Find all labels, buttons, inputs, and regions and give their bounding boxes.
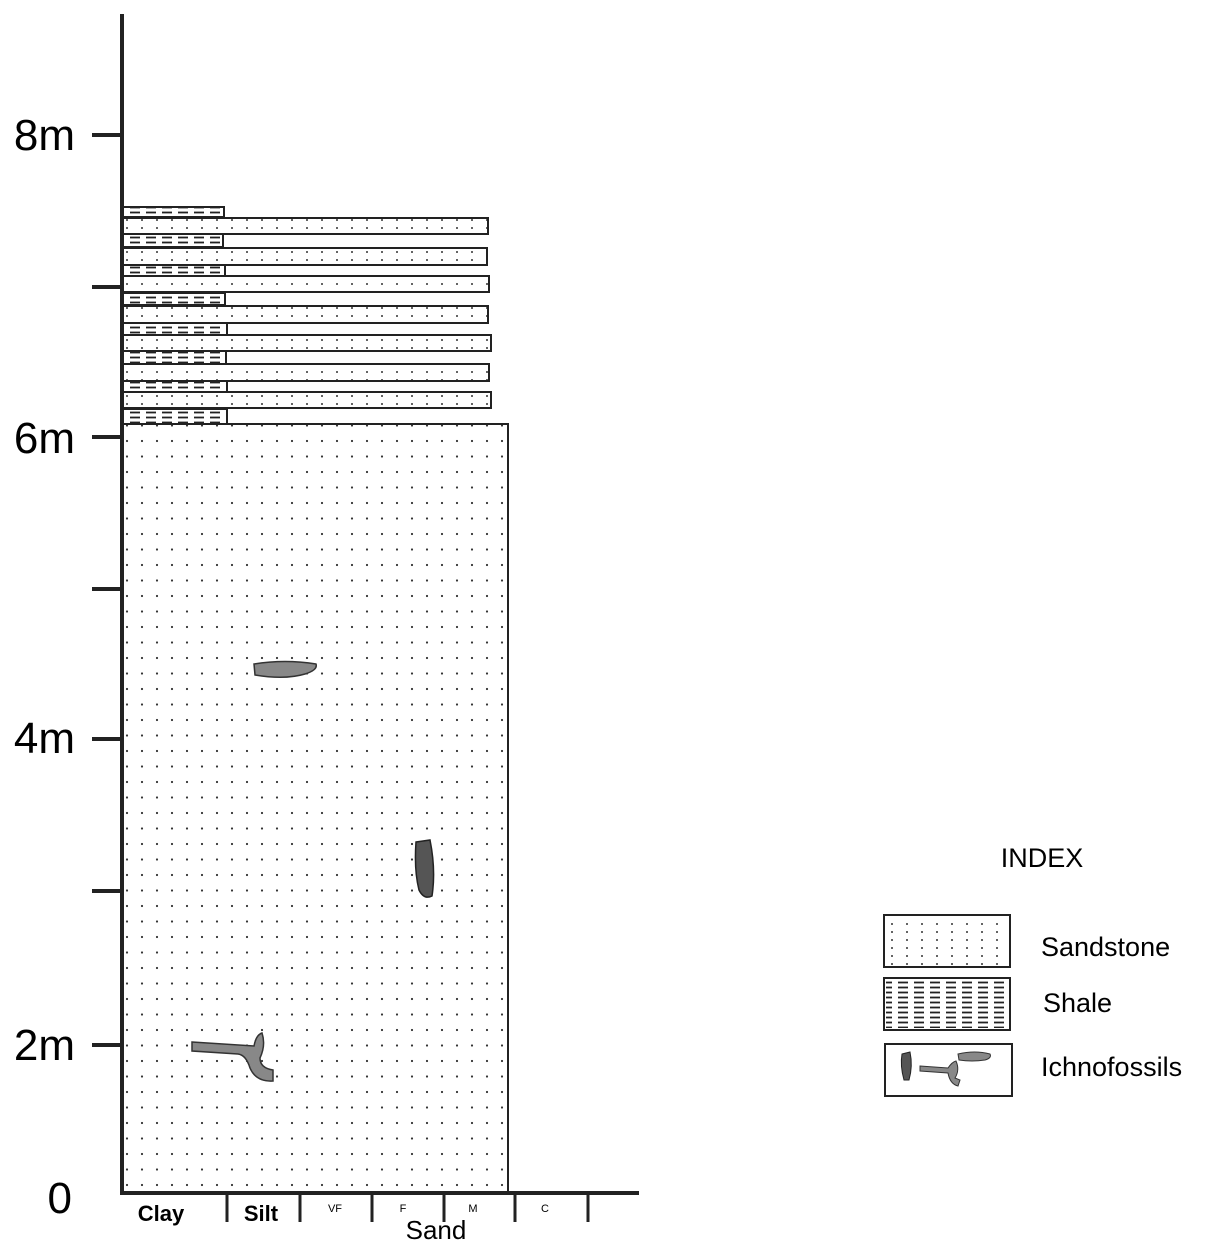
layer-pattern xyxy=(123,410,226,423)
layer-pattern xyxy=(123,266,224,275)
index-title: INDEX xyxy=(1001,843,1084,873)
ichnofossil xyxy=(415,840,433,897)
stratigraphic-log: 8m 6m 4m 2m 0 Clay Silt VF F M C Sand IN… xyxy=(0,0,1205,1243)
layer-pattern xyxy=(123,249,486,264)
layer-pattern xyxy=(123,393,490,407)
sandstone-pattern xyxy=(123,425,507,1192)
layer-pattern xyxy=(123,294,224,304)
grain-group-label: Sand xyxy=(406,1215,467,1243)
depth-label: 2m xyxy=(14,1021,75,1070)
layer-pattern xyxy=(123,336,490,350)
depth-label: 8m xyxy=(14,111,75,160)
legend-label: Shale xyxy=(1043,988,1112,1018)
layer-pattern xyxy=(123,219,487,233)
depth-label: 0 xyxy=(48,1174,72,1223)
layer-pattern xyxy=(123,235,222,246)
legend-pattern xyxy=(886,980,1008,1028)
depth-label: 4m xyxy=(14,714,75,763)
grain-label: Silt xyxy=(244,1201,279,1226)
layer-pattern xyxy=(123,277,488,291)
legend-ichnofossil xyxy=(958,1052,990,1061)
depth-label: 6m xyxy=(14,414,75,463)
legend-label: Ichnofossils xyxy=(1041,1052,1182,1082)
grain-label: M xyxy=(468,1203,477,1215)
legend-ichnofossil xyxy=(901,1052,911,1080)
legend-pattern xyxy=(886,917,1008,965)
layer-pattern xyxy=(123,208,223,216)
legend-label: Sandstone xyxy=(1041,932,1170,962)
layer-pattern xyxy=(123,365,488,380)
layer-pattern xyxy=(123,307,487,322)
grain-label: VF xyxy=(328,1203,342,1215)
grain-label: Clay xyxy=(138,1201,185,1226)
grain-label: C xyxy=(541,1203,549,1215)
layer-pattern xyxy=(123,352,225,363)
interbedded-layers xyxy=(122,207,491,424)
layer-pattern xyxy=(123,382,226,391)
layer-pattern xyxy=(123,324,226,334)
grain-label: F xyxy=(400,1203,407,1215)
